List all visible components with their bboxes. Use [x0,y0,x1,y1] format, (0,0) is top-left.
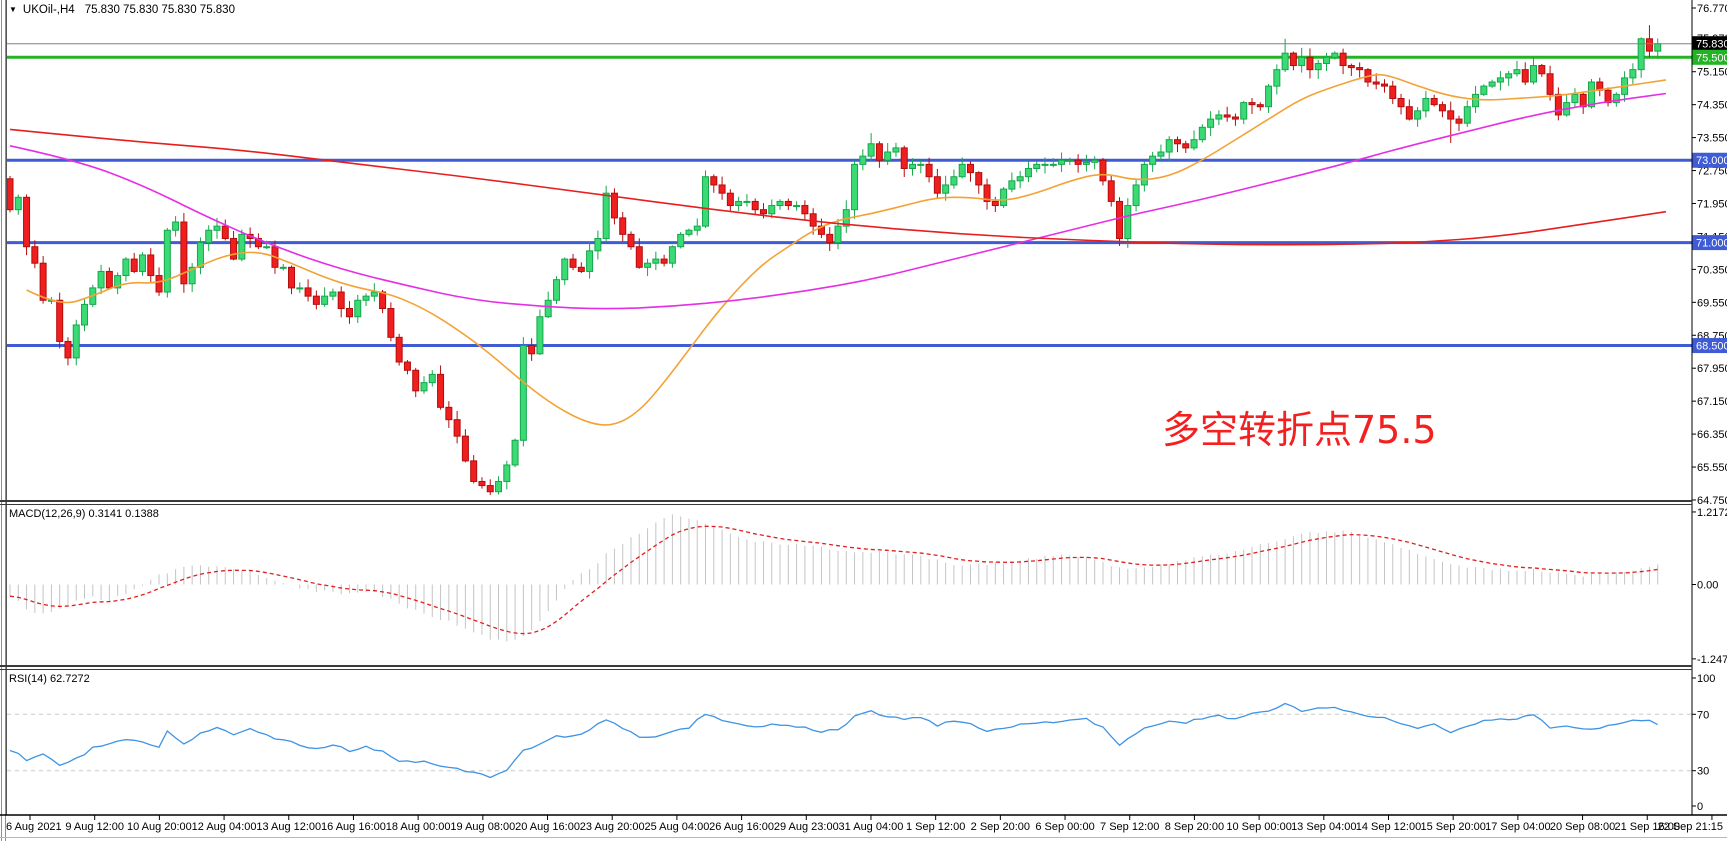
time-axis-label: 19 Aug 08:00 [450,821,515,833]
rsi-axis-label: 100 [1697,673,1715,685]
main-price-panel[interactable] [7,25,1692,496]
time-axis-label: 31 Aug 04:00 [839,821,904,833]
price-level-badge-text: 73.000 [1696,155,1727,167]
price-level-badge [1692,152,1727,168]
price-level-badge [1692,338,1727,354]
price-axis-label: 67.150 [1697,396,1727,408]
panel-separator-main-macd-2 [0,504,1692,505]
time-axis-label: 17 Sep 04:00 [1485,821,1550,833]
price-axis-label: 75.150 [1697,67,1727,79]
macd-signal-line [9,525,1658,635]
price-level-badge [1692,49,1727,65]
time-axis-label: 14 Sep 12:00 [1356,821,1421,833]
time-axis-label: 12 Aug 04:00 [192,821,257,833]
time-axis-label: 26 Aug 16:00 [709,821,774,833]
time-axis-label: 1 Sep 12:00 [906,821,965,833]
time-axis-label: 7 Sep 12:00 [1100,821,1159,833]
symbol-dropdown-icon[interactable]: ▼ [9,5,17,14]
time-axis-label: 6 Sep 00:00 [1035,821,1094,833]
time-axis-label: 8 Sep 20:00 [1165,821,1224,833]
price-level-badge-text: 75.830 [1696,39,1727,51]
rsi-axis-label: 0 [1697,801,1703,813]
ohlc-values-label: 75.830 75.830 75.830 75.830 [84,4,235,16]
price-level-badge-text: 68.500 [1696,341,1727,353]
rsi-axis-label: 30 [1697,766,1709,778]
time-axis-label: 13 Aug 12:00 [256,821,321,833]
price-level-badge-text: 75.500 [1696,52,1727,64]
price-axis-label: 66.350 [1697,429,1727,441]
price-axis-label: 76.770 [1697,3,1727,15]
macd-axis-label: 0.00 [1697,580,1718,592]
price-axis-label: 65.550 [1697,462,1727,474]
ma-mid-line [9,92,1667,310]
panel-separator-main-macd[interactable] [0,500,1692,502]
time-axis-label: 6 Aug 2021 [6,821,62,833]
time-axis[interactable]: 6 Aug 2021 9 Aug 12:00 10 Aug 20:00 12 Aug … [6,815,1723,833]
time-axis-label: 21 Sep 16:00 [1615,821,1680,833]
panel-separator-macd-rsi-2 [0,669,1692,670]
price-axis-label: 74.350 [1697,100,1727,112]
time-axis-label: 20 Aug 16:00 [515,821,580,833]
price-axis-label: 70.350 [1697,264,1727,276]
time-axis-label: 9 Aug 12:00 [65,821,124,833]
time-axis-label: 10 Sep 00:00 [1226,821,1291,833]
price-axis-label: 73.550 [1697,133,1727,145]
time-axis-label: 16 Aug 16:00 [321,821,386,833]
time-axis-label: 10 Aug 20:00 [127,821,192,833]
price-level-badge [1692,235,1727,251]
candlesticks [7,25,1662,496]
annotation-text[interactable]: 多空转折点75.5 [1162,408,1437,452]
panel-separator-macd-rsi[interactable] [0,665,1692,667]
window-left-border-inner [5,0,6,841]
time-axis-label: 2 Sep 20:00 [971,821,1030,833]
macd-panel[interactable] [9,514,1659,642]
rsi-panel[interactable] [7,702,1692,779]
time-axis-label: 29 Aug 23:00 [774,821,839,833]
price-level-badge [1692,36,1727,52]
macd-axis-label: -1.2479 [1697,654,1727,666]
ma-slow-line [9,128,1667,246]
rsi-line [9,702,1658,779]
time-axis-label: 23 Aug 20:00 [580,821,645,833]
time-axis-label: 22 Sep 21:15 [1658,821,1723,833]
chart-title: ▼ UKOil-,H4 75.830 75.830 75.830 75.830 [9,4,235,16]
time-axis-label: 18 Aug 00:00 [386,821,451,833]
bottom-edge-line [0,837,1727,838]
time-axis-label: 15 Sep 20:00 [1420,821,1485,833]
macd-indicator-label: MACD(12,26,9) 0.3141 0.1388 [9,508,159,520]
price-level-badge-text: 71.000 [1696,238,1727,250]
window-left-border-outer [1,0,2,841]
rsi-axis-label: 70 [1697,709,1709,721]
price-axis-label: 72.750 [1697,166,1727,178]
macd-axis-label: 1.2172 [1697,507,1727,519]
price-axis-label: 67.950 [1697,363,1727,375]
price-axis-label: 69.550 [1697,297,1727,309]
price-axis-label: 71.950 [1697,198,1727,210]
ma-fast-line [26,73,1667,426]
time-axis-label: 20 Sep 08:00 [1550,821,1615,833]
time-axis-label: 25 Aug 04:00 [644,821,709,833]
symbol-period-label: UKOil-,H4 [22,4,75,16]
rsi-indicator-label: RSI(14) 62.7272 [9,673,90,685]
time-axis-label: 13 Sep 04:00 [1291,821,1356,833]
price-axis-label: 64.750 [1697,495,1727,507]
price-axis[interactable]: 76.77075.97075.15074.35073.55072.75071.9… [0,0,1727,816]
